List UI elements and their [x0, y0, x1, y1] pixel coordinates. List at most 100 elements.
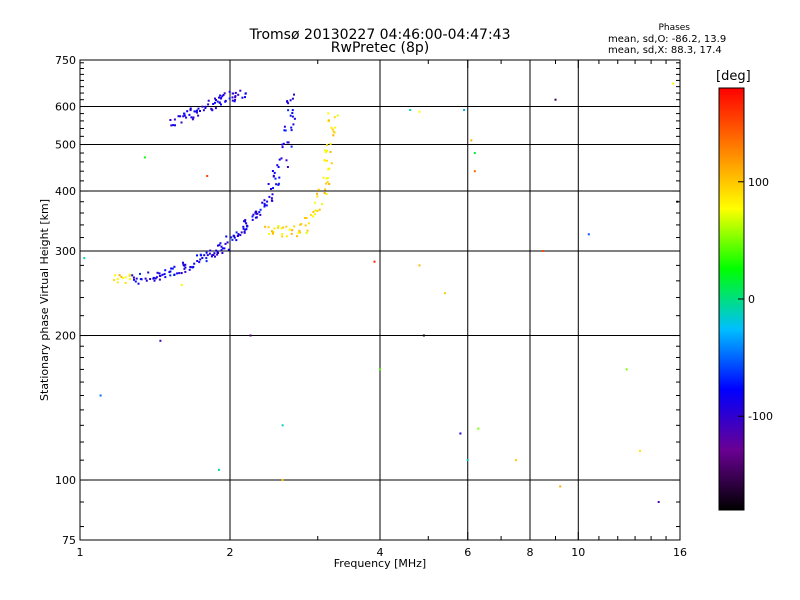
echo-point — [290, 232, 293, 235]
echo-point — [235, 239, 238, 242]
echo-point — [639, 449, 641, 452]
echo-point — [270, 188, 272, 190]
echo-point — [284, 129, 287, 132]
echo-point — [196, 254, 198, 257]
echo-point — [220, 103, 222, 106]
echo-point — [312, 215, 314, 218]
echo-point — [149, 278, 152, 280]
echo-point — [221, 95, 224, 98]
y-axis-label: Stationary phase Virtual Height [km] — [38, 199, 51, 401]
echo-point — [291, 97, 294, 100]
echo-point — [235, 231, 238, 234]
echo-point — [373, 260, 376, 263]
echo-point — [198, 261, 201, 264]
echo-point — [422, 334, 425, 337]
echo-point — [280, 227, 283, 230]
echo-point — [124, 281, 127, 284]
echo-point — [131, 274, 134, 277]
echo-point — [222, 94, 225, 96]
echo-point — [321, 203, 324, 206]
echo-point — [208, 252, 211, 255]
echo-point — [240, 231, 243, 234]
echo-point — [180, 283, 183, 286]
echo-point — [281, 479, 284, 481]
echo-point — [243, 220, 245, 223]
echo-point — [271, 193, 274, 196]
echo-point — [169, 119, 172, 121]
echo-point — [116, 281, 119, 284]
echo-point — [336, 114, 339, 117]
echo-point — [267, 183, 270, 185]
echo-point — [228, 97, 231, 100]
echo-point — [189, 266, 192, 268]
echo-point — [316, 209, 319, 212]
echo-point — [180, 121, 183, 124]
echo-point — [277, 166, 280, 168]
echo-point — [215, 249, 218, 252]
echo-point — [207, 99, 210, 102]
echo-point — [304, 224, 307, 227]
echo-point — [170, 124, 173, 127]
echo-point — [218, 96, 220, 99]
echo-point — [282, 142, 285, 145]
echo-point — [159, 339, 162, 342]
echo-point — [169, 274, 172, 277]
echo-point — [120, 275, 123, 278]
echo-point — [180, 272, 183, 274]
data-points — [83, 82, 679, 503]
colorbar-tick-label: -100 — [748, 410, 773, 423]
echo-point — [218, 101, 221, 104]
echo-point — [290, 145, 293, 148]
grid — [80, 60, 680, 540]
echo-point — [244, 228, 247, 231]
echo-point — [307, 222, 310, 225]
echo-point — [281, 143, 284, 146]
echo-point — [333, 116, 336, 119]
echo-point — [292, 123, 295, 126]
echo-point — [297, 232, 300, 235]
echo-point — [323, 159, 326, 162]
echo-point — [259, 213, 262, 216]
colorbar-ticks: -100 0 100 — [738, 176, 773, 423]
echo-point — [193, 110, 196, 113]
echo-point — [237, 233, 240, 236]
echo-point — [216, 100, 219, 103]
echo-point — [99, 394, 102, 397]
echo-point — [164, 276, 167, 279]
echo-point — [155, 276, 158, 279]
echo-point — [183, 264, 186, 267]
echo-point — [164, 269, 167, 272]
echo-point — [333, 131, 336, 134]
echo-point — [291, 109, 294, 112]
echo-point — [443, 292, 446, 295]
echo-point — [227, 248, 230, 251]
echo-point — [252, 213, 255, 216]
echo-point — [298, 229, 301, 232]
echo-point — [196, 109, 198, 112]
echo-point — [205, 257, 208, 260]
stats-o-mode: mean, sd,O: -86.2, 13.9 — [608, 34, 727, 45]
echo-point — [139, 272, 141, 275]
echo-point — [205, 251, 208, 254]
echo-point — [289, 228, 291, 231]
echo-point — [231, 99, 234, 102]
echo-point — [277, 225, 280, 228]
echo-point — [313, 201, 316, 204]
echo-point — [286, 101, 289, 103]
y-tick-label: 600 — [55, 101, 76, 114]
echo-point — [271, 199, 274, 202]
echo-point — [217, 468, 220, 471]
echo-point — [202, 109, 205, 112]
echo-point — [277, 183, 280, 186]
echo-point — [193, 262, 196, 265]
echo-point — [332, 134, 335, 137]
echo-point — [559, 485, 562, 488]
echo-point — [83, 257, 86, 260]
x-tick-label: 8 — [527, 546, 534, 559]
echo-point — [204, 105, 207, 108]
echo-point — [330, 126, 333, 129]
echo-point — [305, 217, 308, 219]
echo-point — [173, 118, 176, 121]
echo-point — [228, 90, 231, 93]
x-tick-label: 6 — [464, 546, 471, 559]
